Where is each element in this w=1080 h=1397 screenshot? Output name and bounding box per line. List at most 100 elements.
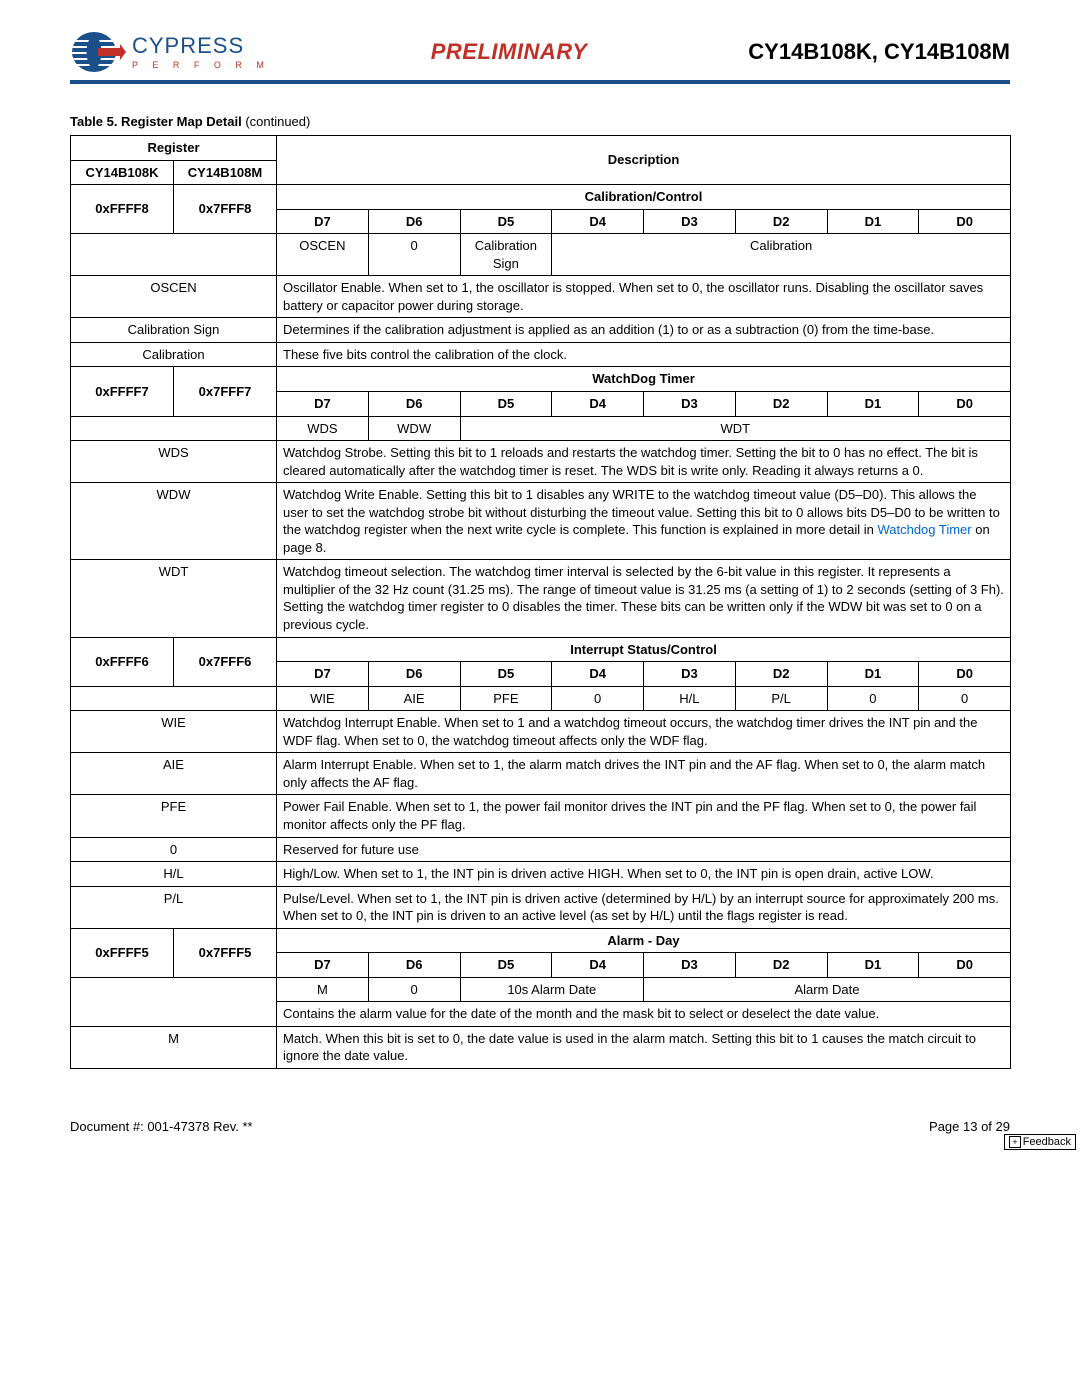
bit-d5: D5 [460, 209, 552, 234]
r5-b30: Alarm Date [644, 977, 1011, 1002]
page-footer: Document #: 001-47378 Rev. ** Page 13 of… [70, 1119, 1010, 1134]
r7-wdw-l: WDW [71, 483, 277, 560]
r6-wie-l: WIE [71, 711, 277, 753]
r7-wdw-d: Watchdog Write Enable. Setting this bit … [277, 483, 1011, 560]
r8-cal-d: These five bits control the calibration … [277, 342, 1011, 367]
r6-b1: 0 [827, 686, 919, 711]
logo-subtext: P E R F O R M [132, 61, 270, 70]
addr-k-7: 0xFFFF7 [71, 367, 174, 416]
table-caption: Table 5. Register Map Detail (continued) [70, 114, 1010, 129]
addr-m-6: 0x7FFF6 [174, 637, 277, 686]
r8-b5: Calibration Sign [460, 234, 552, 276]
part-numbers: CY14B108K, CY14B108M [748, 39, 1010, 65]
r6-z-d: Reserved for future use [277, 837, 1011, 862]
bit-d6: D6 [368, 392, 460, 417]
r6-b3: H/L [644, 686, 736, 711]
bit-d0: D0 [919, 662, 1011, 687]
r7-wds-d: Watchdog Strobe. Setting this bit to 1 r… [277, 441, 1011, 483]
cypress-logo: CYPRESS P E R F O R M [70, 30, 270, 74]
hdr-k: CY14B108K [71, 160, 174, 185]
bit-d1: D1 [827, 953, 919, 978]
bit-d4: D4 [552, 662, 644, 687]
r7-b6: WDW [368, 416, 460, 441]
addr-m-5: 0x7FFF5 [174, 928, 277, 977]
bit-d4: D4 [552, 953, 644, 978]
bit-d5: D5 [460, 662, 552, 687]
r8-title: Calibration/Control [277, 185, 1011, 210]
bit-d7: D7 [277, 662, 369, 687]
r6-b2: P/L [735, 686, 827, 711]
r6-z-l: 0 [71, 837, 277, 862]
r8-oscen-d: Oscillator Enable. When set to 1, the os… [277, 276, 1011, 318]
logo-text: CYPRESS [132, 35, 270, 57]
r6-aie-d: Alarm Interrupt Enable. When set to 1, t… [277, 753, 1011, 795]
bit-d5: D5 [460, 392, 552, 417]
globe-icon [70, 30, 128, 74]
r8-cal-l: Calibration [71, 342, 277, 367]
r5-title: Alarm - Day [277, 928, 1011, 953]
bit-d3: D3 [644, 953, 736, 978]
r6-b0: 0 [919, 686, 1011, 711]
r8-b6: 0 [368, 234, 460, 276]
bit-d7: D7 [277, 953, 369, 978]
r8-oscen-l: OSCEN [71, 276, 277, 318]
bit-d1: D1 [827, 209, 919, 234]
r6-pfe-d: Power Fail Enable. When set to 1, the po… [277, 795, 1011, 837]
r6-b4: 0 [552, 686, 644, 711]
addr-k-8: 0xFFFF8 [71, 185, 174, 234]
r8-b7: OSCEN [277, 234, 369, 276]
bit-d0: D0 [919, 953, 1011, 978]
r5-b6: 0 [368, 977, 460, 1002]
plus-icon: + [1009, 1136, 1020, 1148]
r6-b7: WIE [277, 686, 369, 711]
bit-d7: D7 [277, 209, 369, 234]
r8-csign-d: Determines if the calibration adjustment… [277, 318, 1011, 343]
doc-number: Document #: 001-47378 Rev. ** [70, 1119, 253, 1134]
bit-d2: D2 [735, 953, 827, 978]
r6-pl-d: Pulse/Level. When set to 1, the INT pin … [277, 886, 1011, 928]
preliminary-label: PRELIMINARY [431, 39, 588, 65]
bit-d5: D5 [460, 953, 552, 978]
bit-d6: D6 [368, 209, 460, 234]
register-map-table: Register Description CY14B108K CY14B108M… [70, 135, 1011, 1069]
r5-b7: M [277, 977, 369, 1002]
page: CYPRESS P E R F O R M PRELIMINARY CY14B1… [0, 0, 1080, 1154]
bit-d6: D6 [368, 662, 460, 687]
r7-b7: WDS [277, 416, 369, 441]
bit-d3: D3 [644, 209, 736, 234]
bit-d6: D6 [368, 953, 460, 978]
addr-k-6: 0xFFFF6 [71, 637, 174, 686]
r6-b5: PFE [460, 686, 552, 711]
page-number: Page 13 of 29 [929, 1119, 1010, 1134]
hdr-description: Description [277, 136, 1011, 185]
r7-b50: WDT [460, 416, 1011, 441]
watchdog-timer-link[interactable]: Watchdog Timer [877, 522, 971, 537]
bit-d2: D2 [735, 209, 827, 234]
r6-hl-l: H/L [71, 862, 277, 887]
bit-d4: D4 [552, 209, 644, 234]
bit-d1: D1 [827, 662, 919, 687]
bit-d2: D2 [735, 392, 827, 417]
r6-hl-d: High/Low. When set to 1, the INT pin is … [277, 862, 1011, 887]
feedback-label: Feedback [1023, 1136, 1071, 1148]
hdr-register: Register [71, 136, 277, 161]
r5-b54: 10s Alarm Date [460, 977, 644, 1002]
r8-csign-l: Calibration Sign [71, 318, 277, 343]
r8-b40: Calibration [552, 234, 1011, 276]
bit-d2: D2 [735, 662, 827, 687]
r6-title: Interrupt Status/Control [277, 637, 1011, 662]
r6-aie-l: AIE [71, 753, 277, 795]
bit-d4: D4 [552, 392, 644, 417]
r6-b6: AIE [368, 686, 460, 711]
addr-k-5: 0xFFFF5 [71, 928, 174, 977]
addr-m-7: 0x7FFF7 [174, 367, 277, 416]
bit-d3: D3 [644, 662, 736, 687]
feedback-button[interactable]: +Feedback [1004, 1134, 1076, 1150]
bit-d1: D1 [827, 392, 919, 417]
r6-pl-l: P/L [71, 886, 277, 928]
r7-wdt-l: WDT [71, 560, 277, 637]
r7-title: WatchDog Timer [277, 367, 1011, 392]
addr-m-8: 0x7FFF8 [174, 185, 277, 234]
r6-pfe-l: PFE [71, 795, 277, 837]
r5-desc1: Contains the alarm value for the date of… [277, 1002, 1011, 1027]
